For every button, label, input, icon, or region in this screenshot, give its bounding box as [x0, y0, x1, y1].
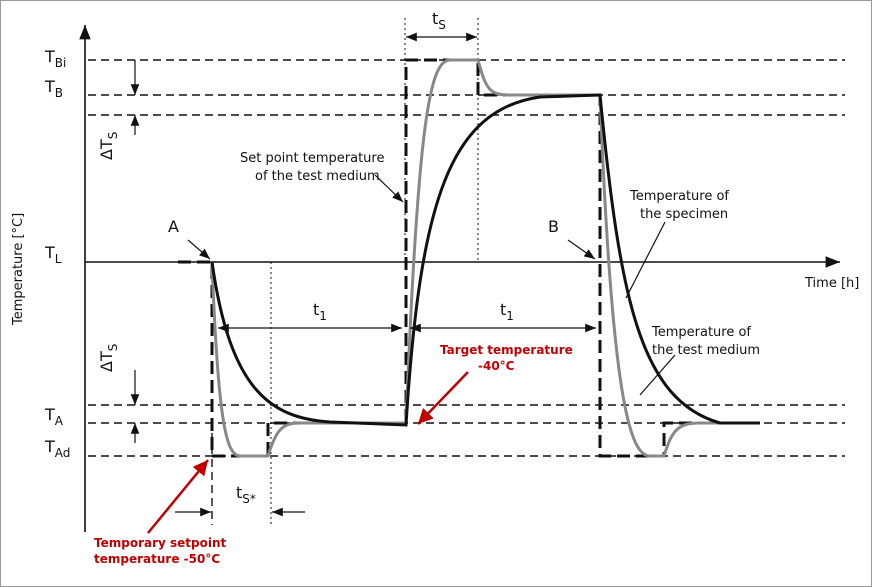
symbol: t: [432, 9, 438, 28]
setpoint-curve: [178, 58, 760, 458]
subscript: S: [106, 132, 120, 140]
subscript: A: [55, 414, 64, 428]
level-label: TAd: [44, 437, 70, 460]
medium-curve: [210, 58, 760, 458]
subscript: S*: [242, 492, 256, 506]
target-note: -40°C: [478, 359, 515, 373]
symbol: t: [500, 300, 506, 319]
symbol: T: [44, 243, 55, 262]
ts-star-label: tS*: [236, 483, 256, 506]
axes: [79, 24, 840, 532]
specimen-curve: [210, 93, 760, 427]
subscript: S: [106, 344, 120, 352]
level-lines: [88, 59, 845, 525]
temporary-arrow: [147, 459, 209, 534]
subscript: Ad: [55, 446, 71, 460]
note-line: the test medium: [652, 343, 760, 358]
subscript: 1: [506, 309, 514, 323]
symbol: T: [44, 437, 55, 456]
level-label: TB: [44, 77, 63, 100]
level-label: TL: [44, 243, 62, 266]
point-label: B: [548, 217, 559, 236]
t1-label: t1: [313, 300, 327, 323]
symbol: ΔT: [97, 351, 116, 372]
ts-label: tS: [432, 9, 446, 32]
note-line: Temperature of: [651, 325, 751, 340]
subscript: Bi: [55, 56, 67, 70]
symbol: ΔT: [97, 139, 116, 160]
target-note: Target temperature: [440, 343, 573, 357]
note-line: Set point temperature: [240, 151, 384, 166]
note-line: Temperature of: [629, 189, 729, 204]
delta-label: ΔTS: [97, 132, 120, 160]
delta-label: ΔTS: [97, 344, 120, 372]
level-label: TA: [44, 405, 64, 428]
subscript: S: [438, 18, 446, 32]
y-axis-label: Temperature [°C]: [11, 213, 26, 326]
note-line: the specimen: [640, 207, 728, 222]
level-label: TBi: [44, 47, 66, 70]
symbol: T: [44, 47, 55, 66]
temporary-note: Temporary setpoint: [94, 536, 227, 550]
point-label: A: [168, 217, 179, 236]
target-arrow: [417, 371, 469, 425]
subscript: B: [55, 86, 63, 100]
dotted-lines: [270, 18, 479, 525]
note-line: of the test medium: [255, 169, 380, 184]
t1-label: t1: [500, 300, 514, 323]
dimension-arrows: [130, 32, 676, 517]
symbol: t: [236, 483, 242, 502]
subscript: L: [55, 252, 62, 266]
temporary-note: temperature -50°C: [94, 552, 220, 566]
subscript: 1: [319, 309, 327, 323]
symbol: T: [44, 405, 55, 424]
x-axis-label: Time [h]: [804, 276, 859, 291]
symbol: t: [313, 300, 319, 319]
symbol: T: [44, 77, 55, 96]
